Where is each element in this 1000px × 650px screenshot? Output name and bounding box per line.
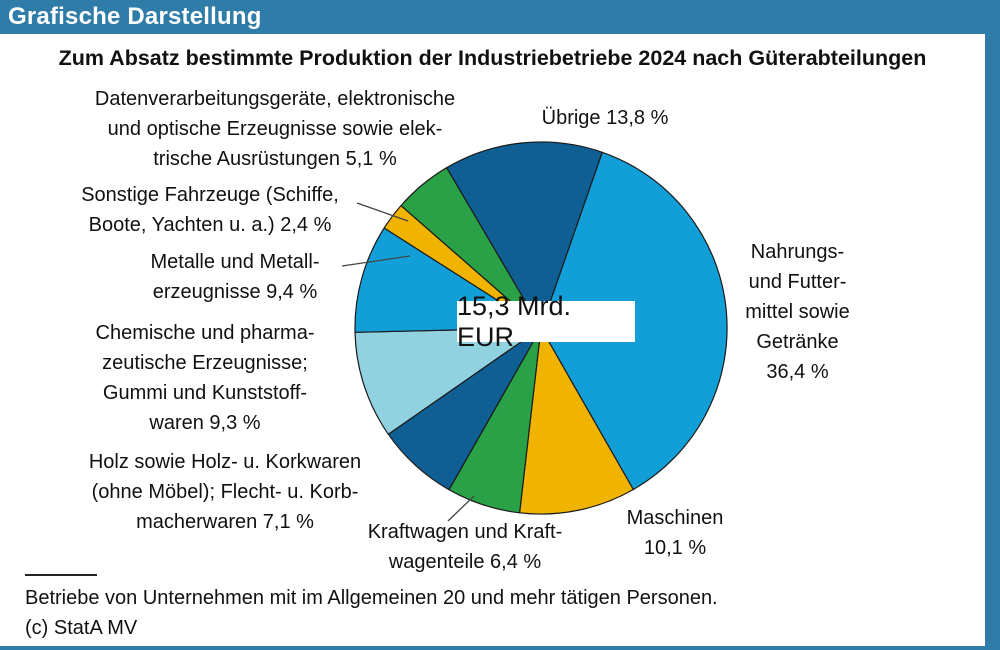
- right-border-strip: [985, 0, 1000, 650]
- slice-label-sonstige-fahrzeuge: Sonstige Fahrzeuge (Schiffe, Boote, Yach…: [81, 184, 339, 236]
- slice-label-metalle: Metalle und Metall- erzeugnisse 9,4 %: [150, 251, 320, 303]
- bottom-border-strip: [0, 646, 1000, 650]
- slice-label-chemische: Chemische und pharma- zeutische Erzeugni…: [95, 322, 315, 434]
- leader-line-sonstige-fahrzeuge: [356, 202, 409, 222]
- slice-label-kraftwagen: Kraftwagen und Kraft- wagenteile 6,4 %: [367, 521, 563, 573]
- page-header-bar: Grafische Darstellung: [0, 0, 1000, 34]
- slice-label-datenverarbeitung: Datenverarbeitungsgeräte, elektronische …: [94, 88, 456, 170]
- pie-slice-maschinen: [519, 327, 634, 515]
- slice-label-nahrungsmittel: Nahrungs- und Futter- mittel sowie Geträ…: [745, 241, 850, 383]
- slice-label-maschinen: Maschinen 10,1 %: [626, 507, 724, 559]
- center-value-label: 15,3 Mrd. EUR: [457, 290, 572, 352]
- center-value-box: 15,3 Mrd. EUR: [457, 291, 635, 352]
- pie-slice-uebrige: [446, 141, 603, 329]
- slice-label-holz: Holz sowie Holz- u. Korkwaren (ohne Möbe…: [88, 451, 362, 533]
- footnote-text: Betriebe von Unternehmen mit im Allgemei…: [25, 587, 718, 609]
- pie-slice-chemische: [354, 327, 542, 435]
- chart-title: Zum Absatz bestimmte Produktion der Indu…: [58, 46, 927, 70]
- page-header-title: Grafische Darstellung: [8, 3, 262, 30]
- slice-label-uebrige: Übrige 13,8 %: [541, 107, 669, 129]
- leader-line-metalle: [341, 255, 411, 267]
- leader-line-kraftwagen: [447, 495, 475, 522]
- footnote-rule: [25, 574, 97, 576]
- copyright-text: (c) StatA MV: [25, 617, 138, 639]
